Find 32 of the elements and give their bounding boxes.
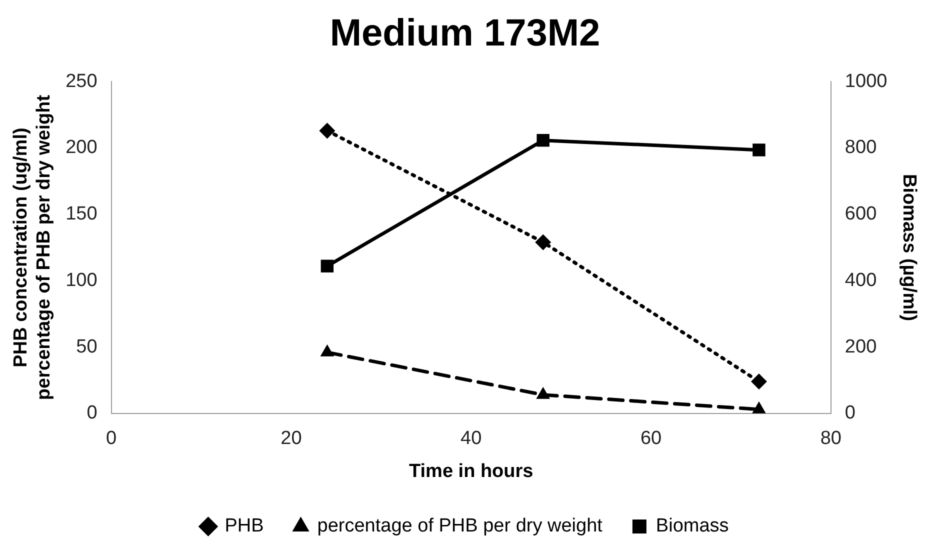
y2-tick-label: 0 [844,402,856,424]
y2-tick-label: 200 [844,336,877,358]
y-tick-label: 100 [66,270,98,291]
y-tick-label: 150 [66,204,98,225]
point [320,344,334,356]
legend-label: PHB [224,516,264,537]
y2-tick-label: 400 [844,270,877,291]
point [752,401,766,414]
point [752,144,766,156]
y-tick-label: 50 [76,336,98,358]
legend-label: percentage of PHB per dry weight [317,516,604,537]
x-tick-label: 80 [820,428,842,450]
chart-title: Medium 173M2 [330,12,600,54]
y-tick-label: 200 [66,137,98,158]
y-tick-label: 250 [66,70,98,92]
x-tick-label: 0 [106,428,117,450]
x-tick-label: 60 [640,428,662,450]
y-tick-label: 0 [86,402,98,424]
y2-tick-label: 1000 [844,70,888,92]
point [319,122,336,139]
x-tick-label: 40 [460,428,482,450]
y2-tick-label: 600 [844,204,877,225]
x-axis-title: Time in hours [409,460,534,482]
point [535,234,552,250]
y2-tick-label: 800 [844,137,877,158]
point [320,260,334,272]
legend-label: Biomass [656,516,729,537]
y2-axis-title: Biomass (µg/ml) [898,174,920,322]
point [536,134,550,147]
point [536,386,550,399]
y-axis-title: PHB concentration (ug/ml) percentage of PHB per dry weight [10,94,54,400]
x-tick-label: 20 [280,428,302,450]
